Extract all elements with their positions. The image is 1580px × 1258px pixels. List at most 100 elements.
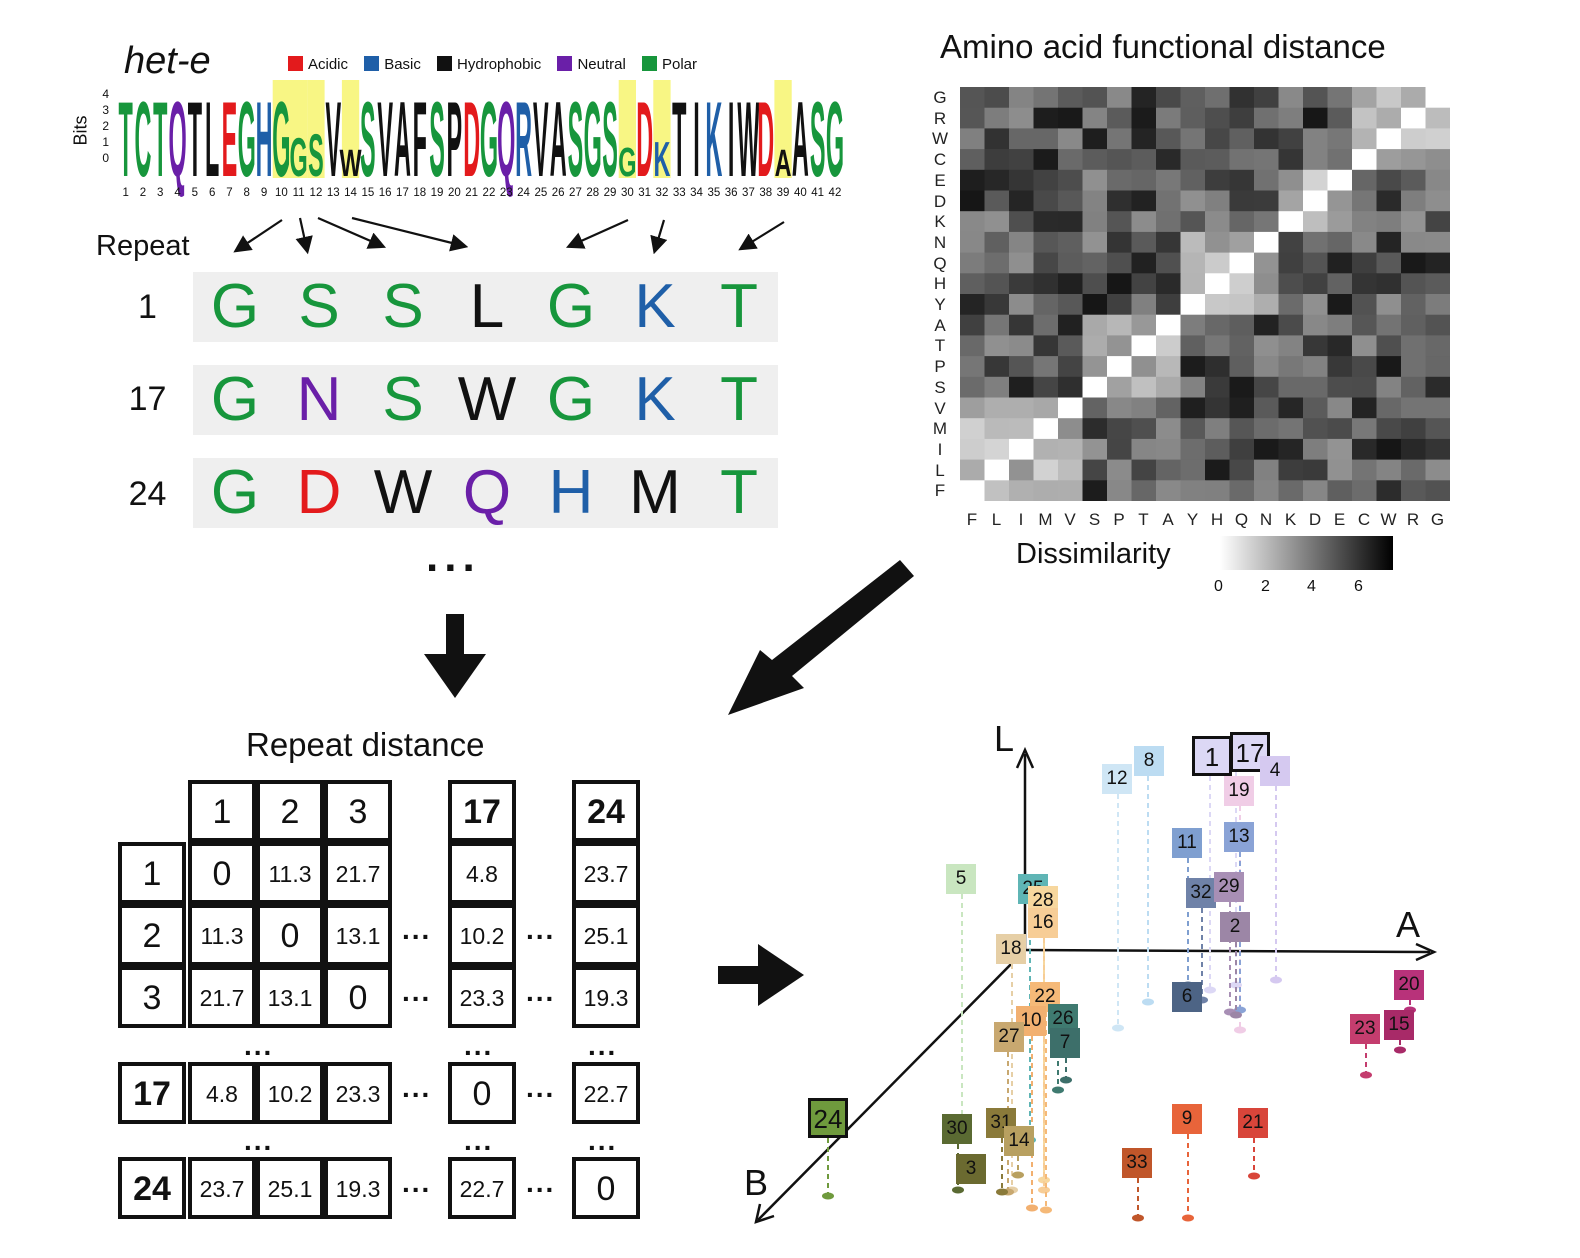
heatmap-cell bbox=[1009, 273, 1034, 295]
heatmap-cell bbox=[1303, 190, 1328, 212]
table-ellipsis: ... bbox=[526, 1072, 556, 1103]
heatmap-cell bbox=[1401, 252, 1426, 274]
heatmap-cell bbox=[1009, 356, 1034, 378]
heatmap-cell bbox=[1229, 107, 1255, 129]
heatmap-cell bbox=[1131, 480, 1157, 501]
distance-cell: 22.7 bbox=[448, 1157, 516, 1219]
heatmap-cell bbox=[1303, 438, 1328, 461]
heatmap-cell bbox=[1009, 252, 1034, 274]
heatmap-cell bbox=[1058, 418, 1083, 440]
distance-cell: 0 bbox=[448, 1062, 516, 1124]
logo-position-label: 39 bbox=[777, 187, 790, 199]
heatmap-cell bbox=[1033, 397, 1059, 419]
heatmap-cell bbox=[984, 376, 1010, 398]
heatmap-row-label: G bbox=[933, 88, 947, 107]
heatmap-cell bbox=[960, 169, 985, 191]
heatmap-cell bbox=[984, 169, 1010, 191]
table-ellipsis: ... bbox=[244, 1125, 274, 1156]
heatmap-cell bbox=[1082, 294, 1108, 316]
heatmap-cell bbox=[1401, 335, 1426, 357]
logo-letter: G bbox=[272, 81, 290, 200]
heatmap-cell bbox=[1180, 252, 1206, 274]
heatmap-cell bbox=[1107, 376, 1132, 398]
logo-position-label: 24 bbox=[517, 187, 530, 199]
heatmap-cell bbox=[1254, 438, 1279, 461]
heatmap-cell bbox=[1254, 231, 1279, 254]
heatmap-cell bbox=[1082, 231, 1108, 254]
heatmap-cell bbox=[1156, 335, 1181, 357]
scatter-point-label: 8 bbox=[1134, 746, 1164, 776]
basic-swatch bbox=[364, 56, 380, 71]
repeat-residue: T bbox=[720, 272, 758, 341]
heatmap-cell bbox=[1327, 294, 1353, 316]
repeat-residue: W bbox=[373, 458, 433, 527]
distance-cell: 22.7 bbox=[572, 1062, 640, 1124]
heatmap-row-label: S bbox=[934, 377, 946, 397]
heatmap-row-label: Y bbox=[934, 295, 946, 314]
logo-letter: A bbox=[550, 81, 567, 200]
heatmap-cell bbox=[1327, 190, 1353, 212]
heatmap-cell bbox=[1033, 356, 1059, 378]
logo-letter: V bbox=[377, 81, 393, 200]
heatmap-cell bbox=[1303, 480, 1328, 501]
heatmap-cell bbox=[1131, 314, 1157, 336]
heatmap-cell bbox=[1009, 169, 1034, 191]
distance-cell: 25.1 bbox=[256, 1157, 324, 1219]
scatter-point-label: 29 bbox=[1214, 872, 1244, 902]
heatmap-cell bbox=[1425, 459, 1450, 481]
heatmap-cell bbox=[1131, 149, 1157, 171]
heatmap-cell bbox=[1425, 273, 1450, 295]
heatmap-cell bbox=[1082, 211, 1108, 233]
logo-letter: V bbox=[533, 81, 549, 200]
heatmap-col-label: V bbox=[1064, 510, 1076, 529]
scatter-point-label: 32 bbox=[1186, 878, 1216, 908]
logo-letter: A bbox=[394, 81, 411, 200]
heatmap-cell bbox=[1033, 87, 1059, 109]
logo-position-label: 19 bbox=[431, 187, 444, 199]
heatmap-cell bbox=[1254, 480, 1279, 501]
logo-letter: A bbox=[775, 141, 792, 184]
heatmap-cell bbox=[1033, 314, 1059, 336]
heatmap-cell bbox=[1156, 107, 1181, 129]
point-shadow bbox=[1012, 1171, 1024, 1179]
logo-position-label: 29 bbox=[604, 187, 617, 199]
heatmap-cell bbox=[1327, 211, 1353, 233]
heatmap-cell bbox=[1058, 149, 1083, 171]
heatmap-cell bbox=[1254, 107, 1279, 129]
heatmap-cell bbox=[1229, 190, 1255, 212]
heatmap-grid bbox=[960, 87, 1450, 501]
heatmap-cell bbox=[1082, 273, 1108, 295]
heatmap-cell bbox=[1082, 128, 1108, 150]
distance-cell: 4.8 bbox=[448, 842, 516, 904]
heatmap-cell bbox=[1401, 149, 1426, 171]
logo-position-label: 41 bbox=[811, 187, 824, 199]
heatmap-cell bbox=[1278, 314, 1304, 336]
heatmap-cell bbox=[960, 418, 985, 440]
logo-position-label: 20 bbox=[448, 187, 461, 199]
logo-position-label: 12 bbox=[310, 187, 323, 199]
heatmap-cell bbox=[1082, 335, 1108, 357]
heatmap-cell bbox=[1376, 169, 1402, 191]
heatmap-cell bbox=[960, 356, 985, 378]
heatmap-cell bbox=[1156, 231, 1181, 254]
logo-position-label: 22 bbox=[483, 187, 496, 199]
heatmap-col-label: I bbox=[1018, 510, 1024, 529]
heatmap-cell bbox=[1401, 169, 1426, 191]
scatter-point-label: 13 bbox=[1224, 822, 1254, 852]
heatmap-cell bbox=[1131, 418, 1157, 440]
heatmap-row-label: Q bbox=[933, 253, 947, 273]
heatmap-cell bbox=[1058, 438, 1083, 461]
logo-position-label: 33 bbox=[673, 187, 686, 199]
logo-letter: T bbox=[188, 81, 202, 200]
heatmap-cell bbox=[1156, 273, 1181, 295]
heatmap-cell bbox=[1107, 418, 1132, 440]
heatmap-cell bbox=[1107, 314, 1132, 336]
heatmap-cell bbox=[1425, 376, 1450, 398]
row-header: 3 bbox=[118, 966, 186, 1028]
heatmap-cell bbox=[1376, 335, 1402, 357]
heatmap-cell bbox=[1058, 294, 1083, 316]
heatmap-cell bbox=[1401, 190, 1426, 212]
logo-position-label: 6 bbox=[209, 187, 215, 199]
logo-position-label: 8 bbox=[244, 187, 250, 199]
